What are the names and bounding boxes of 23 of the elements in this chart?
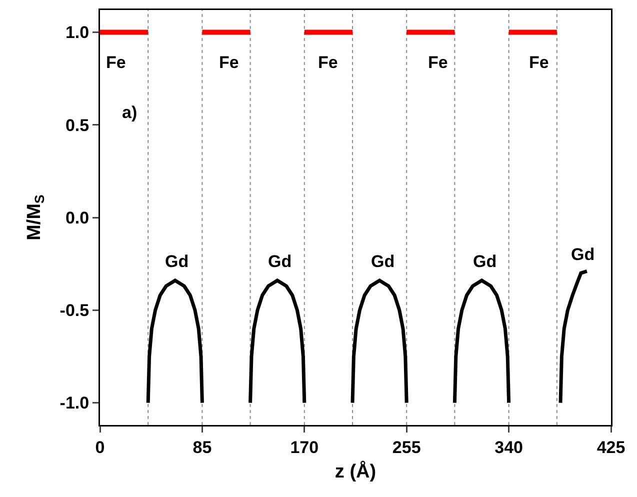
annotation: Gd <box>371 252 395 271</box>
x-tick-label: 340 <box>494 438 523 457</box>
annotation: Fe <box>106 53 126 72</box>
y-tick-label: 1.0 <box>65 23 90 42</box>
x-axis-title: z (Å) <box>334 460 376 482</box>
y-tick-label: 0.5 <box>65 116 90 135</box>
annotation: Gd <box>473 252 497 271</box>
annotation: Fe <box>318 53 338 72</box>
y-tick-label: -0.5 <box>60 301 90 320</box>
annotation: Gd <box>165 252 189 271</box>
y-tick-label: 0.0 <box>65 208 90 228</box>
annotation: Fe <box>529 53 549 72</box>
x-tick-label: 255 <box>392 438 421 457</box>
annotation: Gd <box>571 245 595 264</box>
annotation: a) <box>122 103 138 122</box>
annotation: Gd <box>268 252 292 271</box>
x-tick-label: 170 <box>290 438 319 457</box>
annotation: Fe <box>219 53 239 72</box>
x-tick-label: 85 <box>192 438 212 457</box>
x-tick-label: 425 <box>596 438 626 457</box>
annotation: Fe <box>428 53 448 72</box>
x-tick-label: 0 <box>95 438 105 457</box>
y-tick-label: -1.0 <box>60 394 90 413</box>
